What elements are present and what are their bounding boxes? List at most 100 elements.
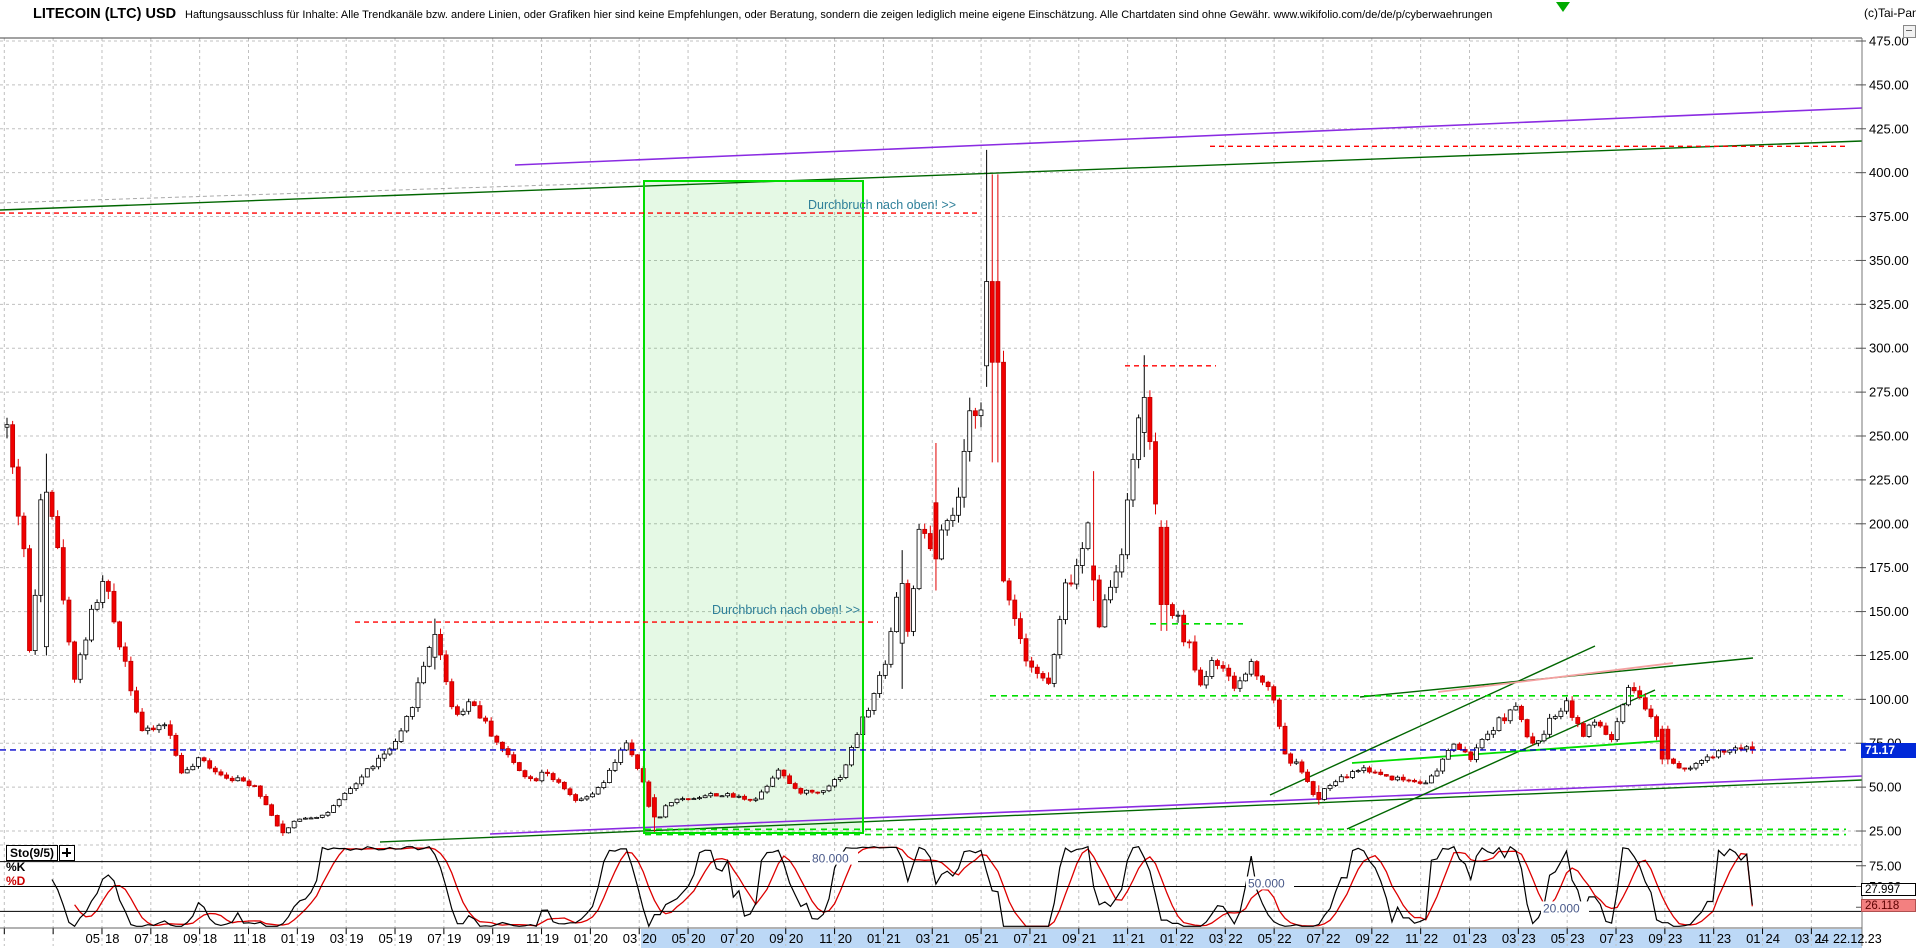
candle-down bbox=[792, 783, 798, 789]
candle-up bbox=[308, 817, 314, 820]
candle-down bbox=[1220, 665, 1226, 669]
price-tick-label: 250.00 bbox=[1869, 429, 1909, 444]
date-label-month: 09 bbox=[1648, 931, 1662, 946]
date-label-month: 11 bbox=[1112, 931, 1126, 946]
candle-down bbox=[556, 779, 562, 783]
candle-up bbox=[156, 724, 162, 731]
candle-down bbox=[1226, 667, 1232, 677]
price-tick-label: 425.00 bbox=[1869, 121, 1909, 136]
candle-up bbox=[1141, 396, 1147, 433]
candle-up bbox=[162, 724, 168, 727]
candle-down bbox=[1603, 725, 1609, 735]
candle-down bbox=[1192, 641, 1198, 671]
candle-up bbox=[1074, 565, 1080, 585]
candle-down bbox=[1389, 775, 1395, 781]
candle-up bbox=[415, 682, 421, 708]
candle-up bbox=[409, 707, 415, 717]
candle-down bbox=[652, 797, 657, 818]
candle-down bbox=[1029, 660, 1035, 668]
candle-up bbox=[302, 817, 308, 820]
candle-down bbox=[1502, 717, 1507, 722]
candle-down bbox=[1721, 750, 1727, 753]
candle-down bbox=[922, 528, 928, 534]
price-tick-label: 400.00 bbox=[1869, 165, 1909, 180]
candle-down bbox=[1581, 723, 1586, 737]
candle-down bbox=[1006, 580, 1012, 601]
candle-up bbox=[956, 496, 961, 516]
date-label-year: 23 bbox=[1717, 931, 1731, 946]
candle-up bbox=[865, 710, 871, 718]
candle-down bbox=[1198, 669, 1203, 686]
candle-up bbox=[680, 798, 685, 801]
candle-down bbox=[1305, 771, 1310, 782]
candle-down bbox=[117, 621, 122, 648]
candle-down bbox=[1310, 781, 1316, 795]
date-label-year: 19 bbox=[447, 931, 461, 946]
candle-down bbox=[635, 754, 640, 769]
candle-up bbox=[1136, 417, 1142, 460]
candle-up bbox=[404, 716, 410, 732]
candle-up bbox=[4, 424, 10, 428]
candle-up bbox=[1704, 756, 1710, 761]
candle-up bbox=[837, 777, 843, 780]
candle-up bbox=[1744, 746, 1750, 750]
candle-up bbox=[877, 674, 883, 694]
candle-down bbox=[438, 633, 443, 656]
candle-up bbox=[364, 768, 370, 778]
candle-down bbox=[263, 796, 269, 806]
indicator-add-icon[interactable] bbox=[59, 845, 75, 861]
date-label-month: 03 bbox=[623, 931, 637, 946]
candle-up bbox=[421, 665, 427, 684]
date-label-month: 07 bbox=[720, 931, 734, 946]
date-label-year: 24 bbox=[1766, 931, 1780, 946]
date-label-year: 20 bbox=[642, 931, 656, 946]
candle-down bbox=[561, 781, 567, 790]
date-label-month: 05 bbox=[1551, 931, 1565, 946]
candle-down bbox=[1344, 776, 1350, 779]
date-label-year: 18 bbox=[154, 931, 168, 946]
candle-up bbox=[348, 788, 353, 794]
candle-down bbox=[10, 424, 16, 468]
candle-up bbox=[1474, 747, 1479, 760]
candle-up bbox=[978, 409, 984, 417]
candle-down bbox=[1271, 686, 1277, 701]
candle-up bbox=[1496, 717, 1502, 731]
date-label-year: 20 bbox=[838, 931, 852, 946]
candle-down bbox=[49, 491, 55, 517]
price-tick-label: 150.00 bbox=[1869, 604, 1909, 619]
candle-up bbox=[753, 798, 759, 801]
candle-down bbox=[66, 599, 72, 643]
candle-down bbox=[1068, 582, 1074, 585]
price-tick-label: 350.00 bbox=[1869, 253, 1909, 268]
candle-down bbox=[533, 778, 539, 782]
date-label-year: 20 bbox=[789, 931, 803, 946]
candle-up bbox=[916, 528, 922, 590]
bright-green-solid bbox=[1351, 740, 1663, 764]
indicator-name-button[interactable]: Sto(9/5) bbox=[6, 845, 59, 861]
price-tick-label: 200.00 bbox=[1869, 516, 1909, 531]
candle-up bbox=[342, 792, 348, 801]
date-label-month: 11 bbox=[1405, 931, 1419, 946]
candle-up bbox=[1130, 459, 1136, 501]
candle-up bbox=[1716, 750, 1721, 758]
candle-up bbox=[44, 491, 49, 648]
candle-up bbox=[1322, 788, 1327, 800]
date-label-month: 05 bbox=[379, 931, 393, 946]
candle-up bbox=[1558, 710, 1564, 717]
candle-up bbox=[387, 748, 393, 755]
date-label-year: 20 bbox=[740, 931, 754, 946]
date-label-year: 22 bbox=[1424, 931, 1438, 946]
candle-down bbox=[545, 771, 550, 774]
candle-up bbox=[832, 779, 838, 787]
date-label-month: 01 bbox=[1453, 931, 1467, 946]
collapse-icon[interactable] bbox=[1903, 25, 1916, 38]
candle-down bbox=[1288, 753, 1294, 764]
candle-up bbox=[184, 769, 190, 774]
candle-down bbox=[488, 720, 494, 737]
candle-up bbox=[1564, 700, 1569, 712]
candle-up bbox=[849, 746, 854, 766]
price-tick-label: 125.00 bbox=[1869, 648, 1909, 663]
candle-down bbox=[1254, 661, 1260, 677]
candle-up bbox=[1513, 705, 1519, 711]
